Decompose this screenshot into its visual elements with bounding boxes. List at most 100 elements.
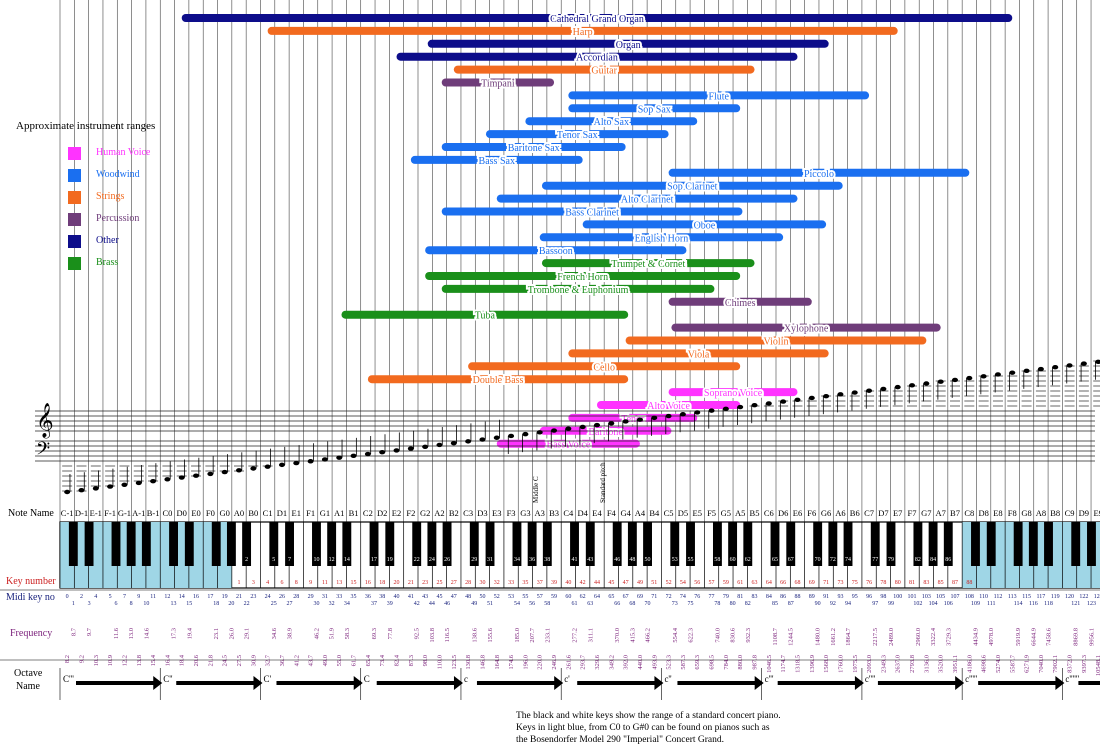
key-number: 33 [508, 580, 514, 586]
instrument-bar [441, 143, 626, 151]
instrument-label: Flute [708, 91, 729, 102]
note-head [808, 395, 815, 401]
note-name: G8 [1021, 508, 1031, 518]
treble-clef-icon: 𝄞 [36, 403, 54, 439]
note-head [364, 451, 371, 457]
midi-number: 43 [422, 594, 428, 600]
midi-number: 81 [737, 594, 743, 600]
midi-number: 101 [908, 594, 917, 600]
octave-row-label: Name [16, 681, 40, 692]
frequency-value: 130.8 [465, 655, 472, 670]
note-name: E8 [993, 508, 1002, 518]
instrument-bars: Cathedral Grand Organ Harp Organ Accordian G… [181, 12, 1013, 453]
black-key [743, 522, 753, 566]
midi-number: 119 [1051, 594, 1060, 600]
note-head [1037, 366, 1044, 372]
frequency-value: 98.0 [422, 655, 429, 666]
frequency-value: 92.5 [414, 628, 421, 639]
midi-number: 59 [551, 594, 557, 600]
note-head [694, 410, 701, 415]
black-key [427, 522, 437, 566]
key-number: 25 [436, 580, 442, 586]
black-key [612, 522, 622, 566]
black-key [627, 522, 637, 566]
frequency-value: 880.0 [737, 655, 744, 670]
key-number: 68 [794, 580, 800, 586]
midi-number: 99 [888, 601, 894, 607]
note-name: G5 [721, 508, 731, 518]
midi-number: 2 [80, 594, 83, 600]
key-number: 32 [494, 580, 500, 586]
key-number: 34 [514, 557, 520, 563]
key-number: 57 [709, 580, 715, 586]
note-head [350, 453, 357, 459]
key-info-rows: Note Name C-1 D-1 E-1 F-1 G-1 A-1 B-1 C0 D0 E0 F0 G0… [0, 508, 1100, 692]
midi-number: 16 [193, 594, 199, 600]
note-head [221, 469, 228, 475]
midi-number: 21 [236, 594, 242, 600]
instrument-bar [668, 297, 812, 306]
midi-number: 65 [608, 594, 614, 600]
note-head [722, 406, 729, 412]
note-head [465, 439, 472, 444]
note-name: D8 [978, 508, 988, 518]
frequency-value: 8.7 [70, 627, 77, 636]
black-key [485, 522, 495, 566]
instrument-bar [568, 91, 870, 100]
frequency-value: 2793.8 [909, 655, 916, 673]
caption-line-3: the Bosendorfer Model 290 "Imperial" Con… [516, 735, 724, 745]
key-number: 37 [537, 580, 543, 586]
frequency-value: 69.3 [371, 628, 378, 639]
note-name: C8 [964, 508, 974, 518]
legend-label: Human Voice [96, 147, 151, 158]
midi-number: 116 [1029, 601, 1038, 607]
key-number: 5 [272, 557, 275, 563]
frequency-value: 2960.0 [915, 628, 922, 646]
note-name: D2 [377, 508, 387, 518]
midi-number: 96 [866, 594, 872, 600]
midi-number: 105 [936, 594, 945, 600]
midi-number: 100 [893, 594, 902, 600]
midi-number: 23 [250, 594, 256, 600]
midi-number: 55 [522, 594, 528, 600]
midi-number: 103 [922, 594, 931, 600]
black-key [84, 522, 94, 566]
frequency-value: 41.2 [293, 655, 300, 666]
midi-number: 77 [709, 594, 715, 600]
frequency-value: 349.2 [608, 655, 615, 670]
octave-arrow-head [153, 676, 163, 690]
midi-number: 10 [143, 601, 149, 607]
frequency-value: 2489.0 [888, 628, 895, 646]
midi-number: 33 [336, 594, 342, 600]
note-name: B5 [750, 508, 760, 518]
note-name: G4 [620, 508, 631, 518]
frequency-value: 4978.0 [988, 628, 995, 646]
midi-number: 35 [351, 594, 357, 600]
frequency-value: 23.1 [213, 628, 220, 639]
note-head [121, 482, 128, 487]
frequency-value: 13.8 [136, 655, 143, 666]
note-name: E9 [1093, 508, 1100, 518]
instrument-label: Violin [764, 337, 789, 348]
frequency-value: 392.0 [623, 655, 630, 670]
instrument-bar [668, 388, 798, 397]
midi-number: 36 [365, 594, 371, 600]
frequency-value: 2637.0 [895, 655, 902, 673]
note-head [608, 421, 615, 426]
instrument-label: Accordian [576, 53, 618, 64]
note-name: F6 [807, 508, 816, 518]
key-number: 10 [313, 557, 319, 563]
octave-arrow-head [854, 676, 864, 690]
key-number: 39 [551, 580, 557, 586]
frequency-value: 196.0 [522, 655, 529, 670]
frequency-value: 3322.4 [930, 627, 937, 646]
midi-number: 13 [171, 601, 177, 607]
frequency-value: 58.3 [344, 628, 351, 639]
midi-number: 95 [852, 594, 858, 600]
key-number: 23 [422, 580, 428, 586]
key-number: 70 [815, 557, 821, 563]
key-number: 75 [852, 580, 858, 586]
note-name: B4 [649, 508, 660, 518]
